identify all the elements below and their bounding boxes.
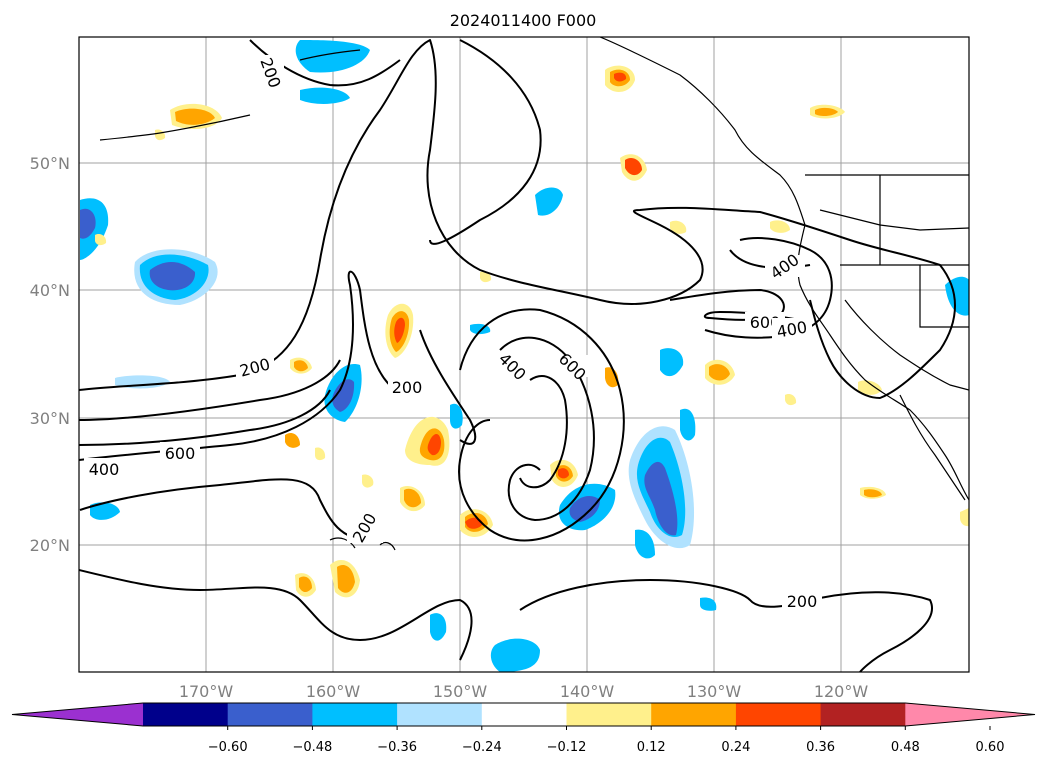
colorbar-segment: [820, 703, 906, 726]
longitude-labels: 170°W 160°W 150°W 140°W 130°W 120°W: [179, 682, 869, 701]
contour-label: 200: [787, 592, 818, 611]
contour-600: [79, 389, 331, 446]
contour-200-sw: [79, 478, 371, 541]
contour-400-inner: [79, 359, 341, 421]
contour-600-center: [499, 336, 595, 521]
contour-200-outer: [79, 39, 956, 399]
lat-label: 20°N: [30, 536, 70, 555]
lon-label: 170°W: [179, 682, 234, 701]
contour-label: 200: [392, 378, 423, 397]
colorbar-segment: [312, 703, 398, 726]
colorbar-tick: −0.24: [462, 740, 502, 755]
colorbar-segment: [397, 703, 483, 726]
colorbar-segment: [481, 703, 568, 726]
map-frame: [78, 36, 970, 673]
lon-label: 120°W: [814, 682, 869, 701]
colorbar-segment: [651, 703, 737, 726]
shaded-field: [80, 40, 969, 672]
contour-200-n: [429, 39, 542, 245]
colorbar-segment: [735, 703, 822, 726]
colorbar-tick: −0.48: [292, 740, 332, 755]
coastlines-borders: [99, 37, 969, 551]
colorbar: −0.60 −0.48 −0.36 −0.24 −0.12 0.12 0.24 …: [11, 702, 1036, 755]
colorbar-extend-low: [12, 703, 143, 726]
negative-anomaly-regions: [80, 40, 969, 672]
contour-400-center: [458, 308, 625, 542]
colorbar-segment: [227, 703, 313, 726]
colorbar-tick: 0.48: [891, 740, 920, 755]
lat-label: 30°N: [30, 409, 70, 428]
colorbar-tick: 0.36: [806, 740, 835, 755]
colorbar-tick: 0.24: [721, 740, 750, 755]
lat-label: 50°N: [30, 154, 70, 173]
contour-400-center-inner: [519, 375, 568, 489]
colorbar-tick: 0.12: [637, 740, 666, 755]
contour-200-lower: [79, 569, 473, 661]
colorbar-tick: −0.36: [377, 740, 417, 755]
gridlines: [79, 37, 969, 672]
map-background: [79, 37, 969, 672]
colorbar-tick: −0.12: [547, 740, 587, 755]
colorbar-segments: [11, 702, 1036, 730]
colorbar-tick: 0.60: [976, 740, 1005, 755]
colorbar-outline: [11, 702, 1036, 727]
lat-label: 40°N: [30, 281, 70, 300]
colorbar-segment: [143, 703, 229, 726]
colorbar-segment: [566, 703, 652, 726]
map-title: 2024011400 F000: [450, 11, 597, 30]
contour-400-ne: [704, 237, 833, 339]
lon-label: 140°W: [560, 682, 615, 701]
positive-anomaly-regions: [95, 65, 969, 598]
contour-200-mid: [419, 329, 477, 445]
lon-label: 160°W: [306, 682, 361, 701]
lon-label: 150°W: [433, 682, 488, 701]
colorbar-extend-high: [905, 703, 1035, 726]
colorbar-tick: −0.60: [208, 740, 248, 755]
contour-label: 400: [89, 460, 120, 479]
map-panel: [78, 36, 970, 673]
lon-label: 130°W: [687, 682, 742, 701]
colorbar-tick-labels: −0.60 −0.48 −0.36 −0.24 −0.12 0.12 0.24 …: [208, 740, 1005, 755]
latitude-labels: 50°N 40°N 30°N 20°N: [30, 154, 70, 555]
contour-label: 600: [165, 444, 196, 463]
